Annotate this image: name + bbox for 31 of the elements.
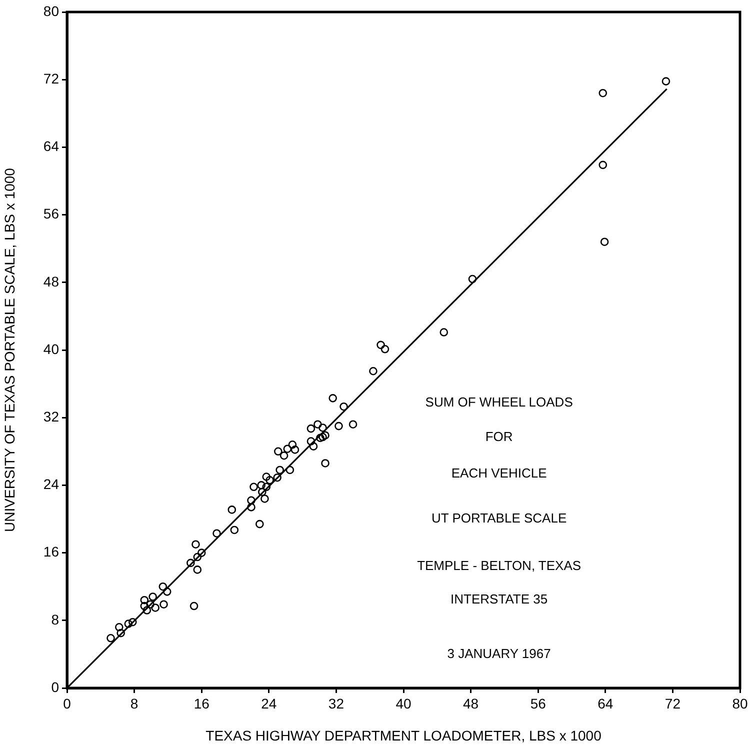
y-tick-label: 40: [43, 340, 60, 357]
x-tick-label: 16: [194, 695, 210, 712]
x-axis-title: TEXAS HIGHWAY DEPARTMENT LOADOMETER, LBS x 1000: [206, 727, 602, 744]
x-tick-label: 80: [732, 695, 748, 712]
y-tick-label: 80: [43, 2, 60, 19]
y-axis-title: UNIVERSITY OF TEXAS PORTABLE SCALE, LBS x 1000: [1, 168, 18, 532]
y-tick-label: 8: [51, 611, 60, 628]
annotation: UT PORTABLE SCALE: [432, 510, 567, 526]
x-tick-label: 40: [396, 695, 412, 712]
annotation: 3 JANUARY 1967: [447, 646, 551, 661]
y-tick-label: 24: [43, 476, 60, 492]
y-tick-label: 48: [43, 273, 60, 290]
y-tick-label: 64: [43, 138, 60, 154]
x-tick-label: 32: [328, 695, 344, 712]
y-tick-label: 0: [51, 678, 60, 695]
y-tick-label: 72: [43, 70, 60, 86]
x-tick-label: 8: [130, 695, 138, 712]
annotation: TEMPLE - BELTON, TEXAS: [417, 558, 582, 573]
y-tick-label: 16: [43, 544, 60, 560]
annotation: SUM OF WHEEL LOADS: [425, 394, 574, 410]
x-tick-label: 72: [664, 695, 681, 712]
x-tick-label: 24: [261, 695, 277, 712]
annotation: INTERSTATE 35: [450, 592, 548, 607]
x-tick-label: 0: [63, 695, 72, 712]
annotation: FOR: [485, 428, 513, 444]
y-tick-label: 32: [43, 408, 60, 424]
y-tick-label: 56: [43, 206, 60, 222]
x-tick-label: 48: [463, 695, 479, 712]
annotation: EACH VEHICLE: [451, 465, 548, 480]
x-tick-label: 64: [598, 695, 614, 712]
x-tick-label: 56: [530, 695, 546, 712]
